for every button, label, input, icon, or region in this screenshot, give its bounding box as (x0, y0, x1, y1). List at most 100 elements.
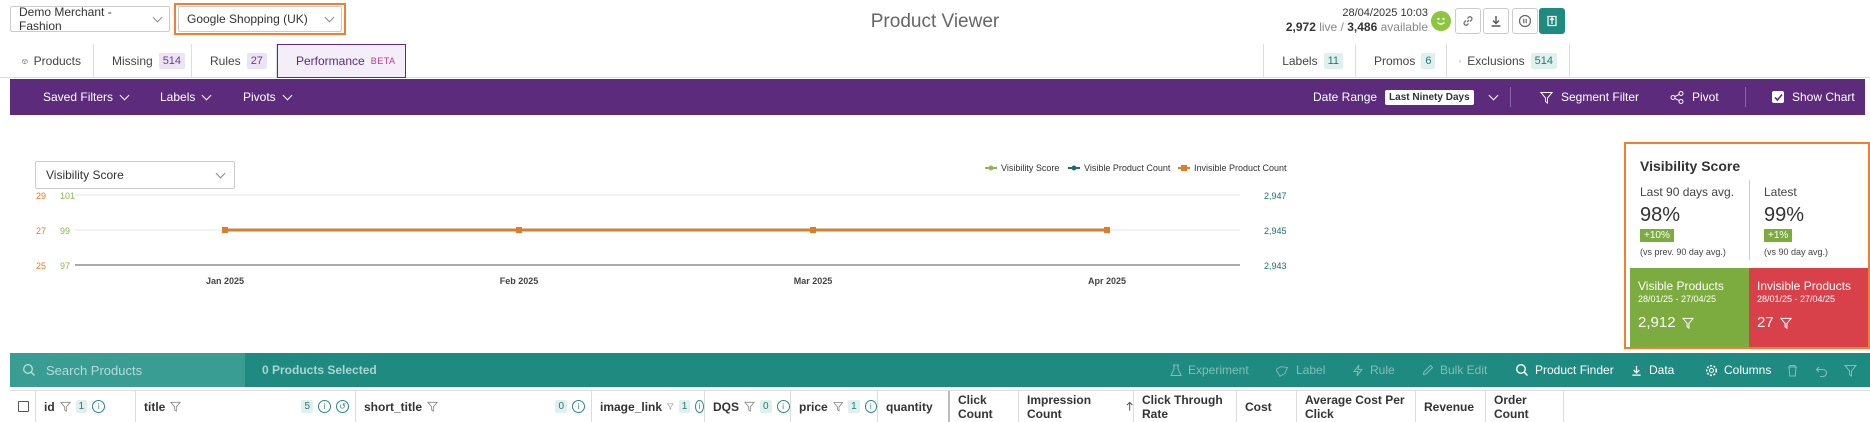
column-header-quantity[interactable]: quantity (878, 391, 950, 422)
saved-filters-menu[interactable]: Saved Filters (43, 79, 128, 115)
tab-performance[interactable]: Performance BETA (277, 44, 406, 78)
legend-entry: Visibility Score (1001, 163, 1059, 173)
date-range-select[interactable]: Date Range Last Ninety Days (1313, 79, 1497, 115)
column-header-click-count[interactable]: Click Count (950, 391, 1019, 422)
column-price-label: price (799, 400, 828, 414)
filter-icon (1540, 91, 1553, 104)
column-header-impression-count[interactable]: Impression Count (1019, 391, 1134, 422)
bulk-edit-label: Bulk Edit (1440, 363, 1487, 377)
x-axis-tick: Mar 2025 (794, 276, 833, 286)
data-point (1104, 227, 1110, 233)
bulk-edit-button[interactable]: Bulk Edit (1422, 353, 1487, 387)
download-icon (1630, 364, 1643, 377)
undo-icon (1815, 364, 1828, 377)
column-image-link-count: 1 (679, 400, 691, 413)
gear-icon (1705, 364, 1718, 377)
visibility-panel: Visibility Score Last 90 days avg. 98% +… (1624, 142, 1870, 349)
download-button[interactable] (1483, 8, 1509, 34)
download-icon (1489, 14, 1503, 28)
check-icon (1774, 93, 1783, 102)
data-point (222, 227, 228, 233)
column-header-price[interactable]: price 1 i (791, 391, 878, 422)
tab-labels[interactable]: Labels 11 (1263, 44, 1355, 78)
column-header-order-count[interactable]: Order Count (1486, 391, 1564, 422)
info-icon[interactable]: i (695, 400, 704, 413)
delete-button[interactable] (1787, 353, 1798, 387)
filter-icon (1844, 364, 1857, 377)
column-image-link-label: image_link (600, 400, 662, 414)
column-header-dqs[interactable]: DQS 0 i (705, 391, 791, 422)
available-label: available (1381, 20, 1428, 34)
minus-circle-icon (1459, 55, 1461, 68)
invisible-products-card[interactable]: Invisible Products 28/01/25 - 27/04/25 2… (1749, 268, 1868, 347)
info-icon[interactable]: i (92, 400, 105, 413)
data-export-button[interactable]: Data (1630, 353, 1674, 387)
tab-promos[interactable]: Promos 6 (1355, 44, 1446, 78)
beta-badge: BETA (371, 56, 396, 66)
view-tabs: Products Missing 514 Rules 27 Performanc… (0, 44, 1870, 78)
visible-products-title: Visible Products (1638, 279, 1724, 293)
selection-count: 0 Products Selected (262, 353, 377, 387)
info-icon[interactable]: i (865, 400, 877, 413)
experiment-button[interactable]: Experiment (1170, 353, 1249, 387)
tab-products-label: Products (34, 54, 81, 68)
show-chart-toggle[interactable]: Show Chart (1772, 79, 1855, 115)
column-ctr-label: Click Through Rate (1142, 393, 1236, 421)
tab-missing-count: 514 (159, 53, 185, 69)
pivots-menu-label: Pivots (243, 90, 276, 104)
column-title-label: title (144, 400, 165, 414)
chevron-down-icon (202, 90, 212, 100)
y-axis-right-tick: 2,945 (1264, 226, 1287, 236)
info-icon[interactable]: i (572, 400, 585, 413)
column-header-cost[interactable]: Cost (1237, 391, 1297, 422)
column-dqs-label: DQS (713, 400, 739, 414)
segment-filter-button[interactable]: Segment Filter (1540, 79, 1639, 115)
y-axis-left2-tick: 101 (60, 191, 75, 201)
product-finder-label: Product Finder (1535, 363, 1614, 377)
tab-labels-count: 11 (1324, 53, 1343, 69)
chart-metric-select[interactable]: Visibility Score (35, 161, 235, 189)
clear-filter-button[interactable] (1844, 353, 1857, 387)
columns-button[interactable]: Columns (1705, 353, 1771, 387)
filter-icon (170, 401, 181, 412)
column-header-id[interactable]: id 1 i (36, 391, 136, 422)
column-header-revenue[interactable]: Revenue (1416, 391, 1486, 422)
search-input[interactable]: Search Products (10, 353, 245, 387)
x-axis-tick: Apr 2025 (1088, 276, 1126, 286)
tab-products[interactable]: Products (10, 44, 94, 78)
sync-button[interactable] (1539, 8, 1565, 34)
column-header-title[interactable]: title 5 i ↺ (136, 391, 356, 422)
column-header-ctr[interactable]: Click Through Rate (1134, 391, 1237, 422)
avg-note: (vs prev. 90 day avg.) (1640, 247, 1726, 257)
column-header-short-title[interactable]: short_title 0 i (356, 391, 592, 422)
reset-icon[interactable]: ↺ (336, 400, 349, 413)
column-dqs-count: 0 (760, 400, 772, 413)
avg-delta-badge: +10% (1640, 229, 1674, 242)
column-header-avg-cpc[interactable]: Average Cost Per Click (1297, 391, 1416, 422)
tab-rules-count: 27 (247, 53, 267, 69)
sync-icon (1545, 14, 1559, 28)
y-axis-left2-tick: 97 (60, 261, 70, 271)
pause-icon (1518, 14, 1532, 28)
select-all-checkbox[interactable] (10, 391, 36, 422)
invisible-products-count: 27 (1757, 314, 1774, 331)
tab-rules[interactable]: Rules 27 (192, 44, 277, 78)
tab-missing[interactable]: Missing 514 (94, 44, 192, 78)
tab-exclusions-count: 514 (1531, 53, 1557, 69)
undo-button[interactable] (1815, 353, 1828, 387)
show-chart-checkbox[interactable] (1772, 91, 1784, 103)
tab-exclusions[interactable]: Exclusions 514 (1446, 44, 1570, 78)
info-icon[interactable]: i (777, 400, 790, 413)
column-header-image-link[interactable]: image_link 1 i (592, 391, 705, 422)
pivots-menu[interactable]: Pivots (243, 79, 291, 115)
pause-button[interactable] (1512, 8, 1538, 34)
info-icon[interactable]: i (318, 400, 331, 413)
column-order-count-label: Order Count (1494, 393, 1563, 421)
product-finder-button[interactable]: Product Finder (1515, 353, 1614, 387)
label-button[interactable]: Label (1276, 353, 1325, 387)
pivot-button[interactable]: Pivot (1670, 79, 1719, 115)
rule-button[interactable]: Rule (1352, 353, 1395, 387)
visible-products-card[interactable]: Visible Products 28/01/25 - 27/04/25 2,9… (1630, 268, 1749, 347)
labels-menu[interactable]: Labels (160, 79, 210, 115)
link-button[interactable] (1455, 8, 1481, 34)
